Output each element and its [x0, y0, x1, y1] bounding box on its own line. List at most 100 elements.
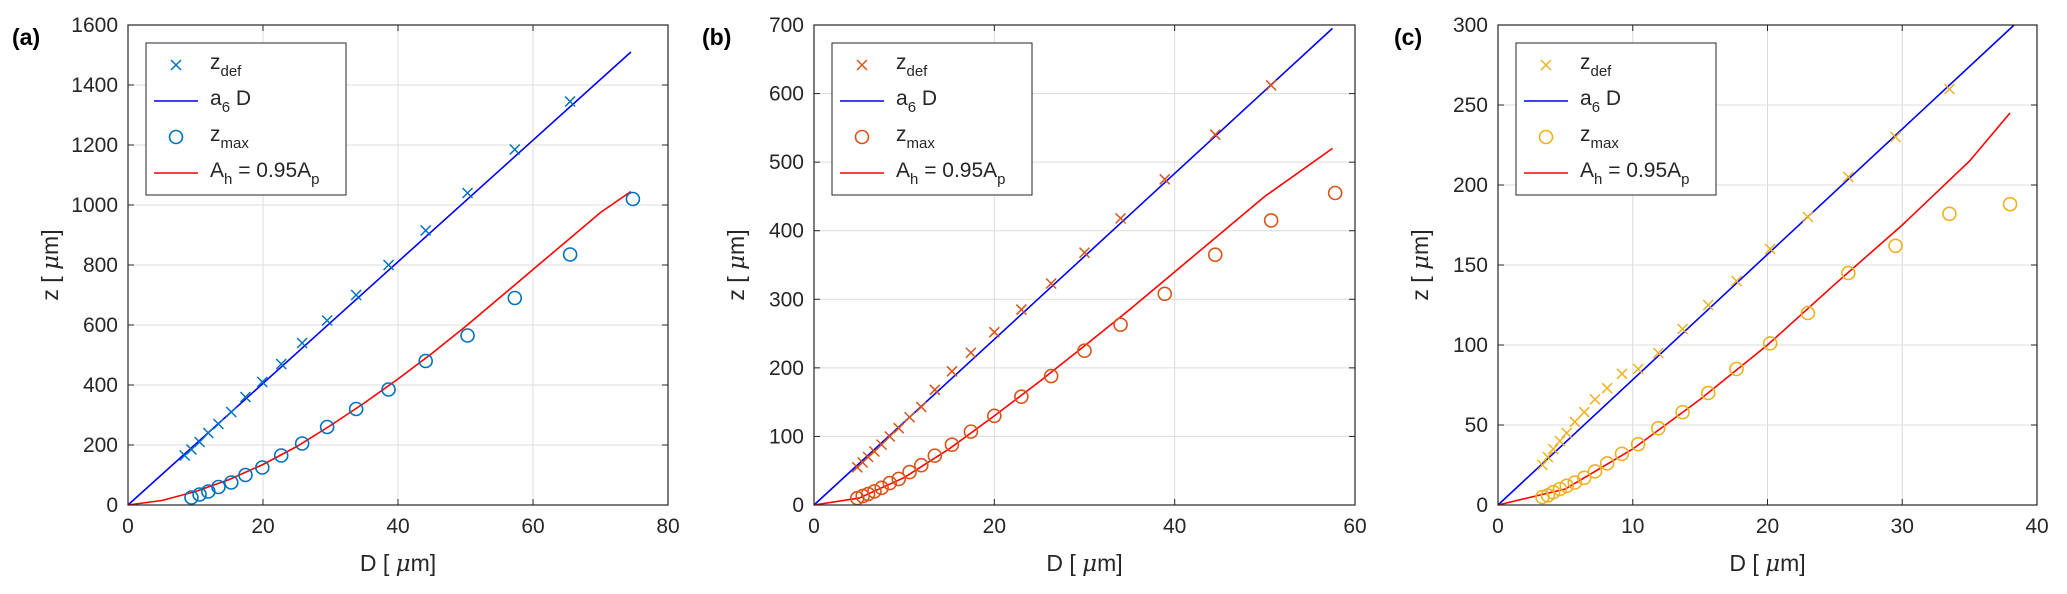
data-point-circle [1559, 478, 1575, 494]
data-point-cross [564, 95, 576, 108]
chart-panel-3: 0 10 20 30 40 0 50 100 150 200 250 300 (c) D [ μm] z [… [1394, 14, 2049, 577]
data-point-cross [225, 406, 237, 418]
y-tick-label: 0 [792, 494, 804, 517]
data-point-circle [1841, 265, 1856, 281]
data-point-cross [296, 337, 308, 349]
legend-entry: zmax [896, 123, 935, 152]
legend-swatch-cross [1540, 59, 1552, 71]
data-point-cross [1842, 171, 1854, 183]
series-line-Ah [1497, 112, 2011, 506]
data-point-circle [562, 247, 578, 262]
data-point-circle [255, 460, 270, 475]
data-point-cross [1547, 443, 1559, 455]
data-point-circle [1327, 185, 1343, 201]
data-point-circle [625, 191, 641, 207]
y-tick-label: 150 [1453, 254, 1488, 277]
y-tick-label: 300 [1453, 14, 1488, 37]
data-point-cross [893, 422, 905, 434]
data-point-circle [238, 467, 253, 483]
y-tick-label: 400 [83, 374, 118, 397]
series-line-Ah [813, 147, 1333, 506]
legend-entry: Ah = 0.95Ap [1580, 159, 1690, 188]
legend-swatch-circle [854, 129, 870, 145]
data-point-cross [1265, 79, 1277, 91]
y-tick-label: 500 [769, 151, 804, 174]
data-point-circle [192, 487, 207, 502]
panel-label: (c) [1394, 24, 1422, 50]
chart-panel-1: 0 20 40 60 8002004006008001000120014001600(a… [12, 14, 680, 577]
x-tick-label: 60 [521, 515, 544, 538]
data-point-circle [1576, 470, 1592, 486]
legend-entry: a6 D [1580, 87, 1621, 116]
data-point-cross [1702, 299, 1714, 311]
data-point-cross [1943, 83, 1955, 95]
legend-entry: zdef [210, 51, 242, 80]
data-point-circle [902, 464, 917, 480]
y-axis-label: z [ μm] [1407, 229, 1434, 300]
legend-entry: Ah = 0.95Ap [210, 159, 320, 188]
x-tick-label: 30 [1891, 515, 1914, 538]
y-tick-label: 1200 [71, 134, 118, 157]
legend-swatch-cross [856, 59, 868, 71]
panel-label: (a) [12, 24, 40, 50]
data-point-cross [1015, 304, 1027, 316]
data-point-circle [1157, 286, 1173, 302]
data-point-circle [1545, 484, 1561, 500]
series-line-a6 [1497, 24, 2015, 506]
data-point-circle [1599, 456, 1615, 471]
legend-swatch-circle [168, 129, 184, 145]
data-point-circle [1888, 238, 1903, 254]
panel-label: (b) [702, 24, 731, 50]
data-point-circle [891, 471, 907, 487]
y-tick-label: 200 [769, 357, 804, 380]
data-point-cross [965, 347, 977, 359]
data-point-circle [963, 424, 979, 439]
x-tick-label: 20 [1756, 515, 1779, 538]
data-point-cross [1652, 347, 1664, 359]
data-point-circle [860, 486, 876, 502]
data-point-cross [202, 427, 214, 439]
x-tick-label: 60 [1343, 515, 1366, 538]
data-point-circle [348, 401, 364, 417]
data-point-cross [321, 314, 333, 327]
data-point-circle [944, 437, 960, 452]
data-point-circle [1043, 368, 1059, 384]
data-point-circle [867, 483, 882, 499]
data-point-cross [1889, 131, 1902, 143]
y-tick-label: 200 [83, 434, 118, 457]
y-tick-label: 300 [769, 288, 804, 311]
data-point-cross [929, 384, 941, 396]
data-point-circle [184, 490, 199, 505]
data-point-cross [1554, 435, 1566, 447]
y-axis-label: z [ μm] [37, 229, 64, 300]
x-tick-label: 40 [386, 515, 409, 538]
x-axis-label: D [ μm] [1046, 550, 1122, 577]
data-point-cross [1561, 427, 1573, 439]
data-point-cross [256, 376, 268, 388]
data-point-cross [1045, 277, 1057, 290]
data-point-circle [319, 419, 335, 435]
data-point-cross [420, 224, 432, 237]
data-point-circle [223, 475, 239, 490]
legend-swatch-cross [170, 59, 182, 71]
data-point-cross [509, 143, 521, 156]
y-tick-label: 700 [769, 14, 804, 37]
data-point-circle [1014, 389, 1029, 404]
data-point-cross [1589, 393, 1601, 405]
data-point-cross [915, 401, 927, 413]
x-tick-label: 40 [1163, 515, 1186, 538]
data-point-cross [1209, 129, 1221, 141]
y-tick-label: 100 [769, 425, 804, 448]
series-line-Ah [127, 190, 632, 506]
data-point-cross [1677, 323, 1689, 335]
y-tick-label: 1000 [71, 194, 118, 217]
x-tick-label: 10 [1621, 515, 1644, 538]
data-point-cross [1730, 275, 1743, 287]
data-point-circle [1587, 464, 1603, 479]
data-point-cross [350, 289, 362, 301]
data-point-cross [1115, 212, 1127, 224]
data-point-circle [1700, 385, 1716, 401]
legend-entry: a6 D [210, 87, 251, 116]
